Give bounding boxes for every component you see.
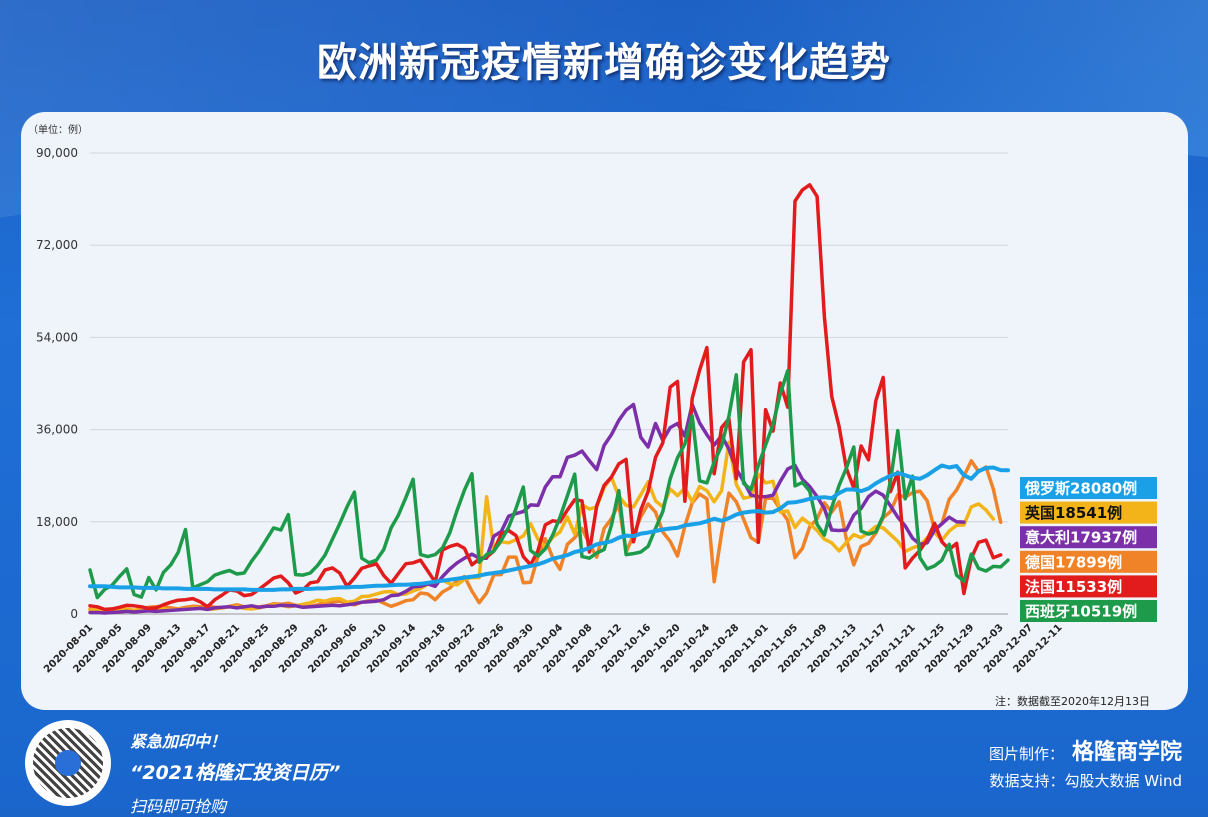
legend-entry: 德国17899例	[1025, 553, 1122, 571]
legend-swatch	[1020, 600, 1157, 622]
promo-line: 扫码即可抢购	[130, 797, 227, 816]
grid-lines	[90, 152, 1008, 615]
unit-label: （单位：例）	[28, 123, 88, 136]
y-tick-label: 72,000	[36, 238, 78, 252]
y-tick-label: 0	[70, 607, 78, 621]
series-line-russia	[88, 463, 1010, 592]
y-tick-label: 54,000	[36, 330, 78, 344]
legend-swatch	[1020, 501, 1157, 524]
legend-swatch	[1020, 575, 1157, 598]
axes: 018,00036,00054,00072,00090,0002020-08-0…	[36, 146, 1065, 675]
qr-logo	[55, 750, 81, 776]
legend-swatch	[1020, 550, 1157, 573]
legend: 俄罗斯28080例英国18541例意大利17937例德国17899例法国1153…	[1020, 477, 1157, 622]
qr-code[interactable]	[25, 720, 111, 806]
legend-entry: 西班牙10519例	[1025, 603, 1137, 621]
legend-swatch	[1020, 477, 1157, 499]
legend-entry: 英国18541例	[1025, 504, 1122, 522]
credit-label: 图片制作：	[988, 745, 1064, 763]
promo-block: 紧急加印中！ “2021格隆汇投资日历” 扫码即可抢购	[130, 728, 340, 817]
legend-entry: 意大利17937例	[1025, 529, 1137, 547]
data-note: 注：数据截至2020年12月13日	[995, 694, 1150, 708]
y-tick-label: 18,000	[36, 515, 78, 529]
promo-line: 紧急加印中！	[130, 732, 227, 751]
image-credit: 图片制作： 格隆商学院	[989, 734, 1182, 766]
legend-entry: 俄罗斯28080例	[1024, 480, 1137, 498]
series-line-spain	[88, 368, 1010, 600]
series-lines	[88, 183, 1010, 615]
data-source: 数据支持：勾股大数据 Wind	[989, 772, 1182, 790]
y-tick-label: 36,000	[36, 423, 78, 437]
promo-line: “2021格隆汇投资日历”	[130, 762, 341, 784]
legend-swatch	[1020, 526, 1157, 549]
legend-entry: 法国11533例	[1025, 578, 1122, 596]
series-line-france	[88, 183, 1003, 612]
credit-brand: 格隆商学院	[1071, 740, 1182, 765]
y-tick-label: 90,000	[36, 146, 78, 160]
page-title: 欧洲新冠疫情新增确诊变化趋势	[317, 40, 891, 86]
